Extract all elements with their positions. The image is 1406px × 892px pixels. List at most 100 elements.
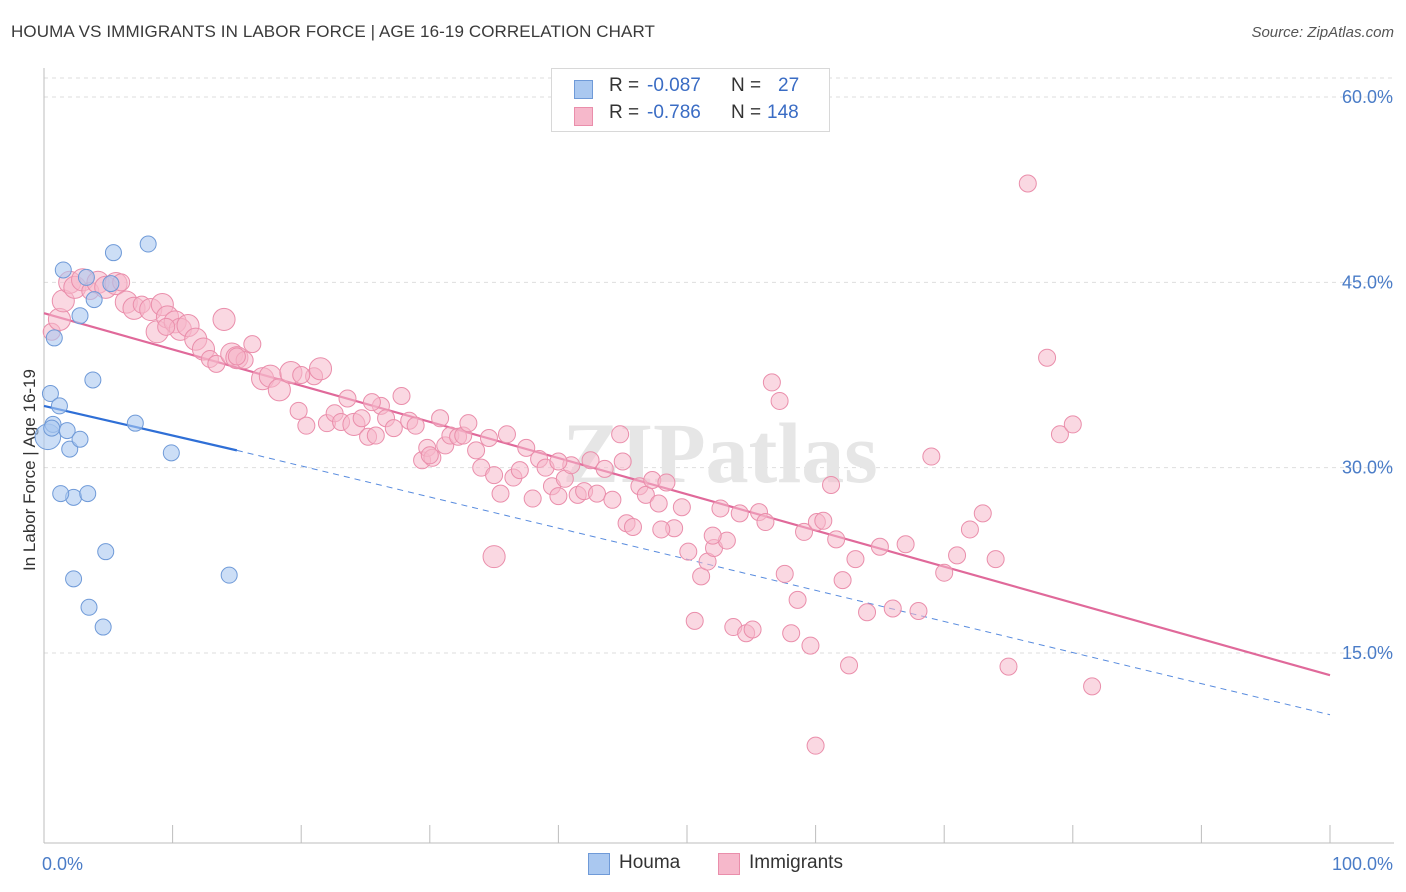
point-immigrants bbox=[775, 564, 794, 583]
point-immigrants bbox=[482, 545, 506, 569]
point-immigrants bbox=[420, 446, 439, 465]
point-houma bbox=[80, 598, 98, 616]
stats-row-houma: R = -0.087 N = 27 bbox=[552, 75, 829, 103]
point-immigrants bbox=[289, 401, 308, 420]
point-immigrants bbox=[1083, 677, 1102, 696]
legend-swatch-houma bbox=[588, 853, 610, 875]
point-immigrants bbox=[801, 636, 820, 655]
y-tick-label: 15.0% bbox=[1342, 643, 1393, 663]
point-immigrants bbox=[652, 520, 671, 539]
point-immigrants bbox=[485, 466, 504, 485]
x-tick-label: 100.0% bbox=[1332, 854, 1393, 874]
point-houma bbox=[79, 485, 97, 503]
point-houma bbox=[85, 291, 103, 309]
point-houma bbox=[71, 430, 89, 448]
houma-swatch bbox=[574, 80, 593, 99]
y-tick-label: 60.0% bbox=[1342, 87, 1393, 107]
point-immigrants bbox=[292, 366, 311, 384]
point-immigrants bbox=[587, 484, 606, 503]
point-houma bbox=[50, 397, 68, 415]
immigrants-n-label: N = bbox=[731, 102, 762, 123]
x-tick-label: 0.0% bbox=[42, 854, 83, 874]
chart-source: Source: ZipAtlas.com bbox=[1251, 24, 1394, 41]
point-houma bbox=[71, 307, 89, 325]
data-points bbox=[34, 174, 1102, 755]
point-immigrants bbox=[999, 657, 1018, 676]
point-immigrants bbox=[814, 511, 833, 530]
point-immigrants bbox=[730, 504, 749, 523]
point-immigrants bbox=[549, 452, 568, 471]
point-immigrants bbox=[212, 307, 236, 331]
point-houma bbox=[102, 275, 120, 293]
point-immigrants bbox=[679, 542, 698, 561]
point-houma bbox=[97, 543, 115, 561]
point-immigrants bbox=[523, 489, 542, 508]
point-houma bbox=[162, 444, 180, 462]
point-immigrants bbox=[822, 475, 841, 494]
legend-label-houma: Houma bbox=[619, 852, 681, 873]
point-houma bbox=[77, 268, 95, 286]
point-immigrants bbox=[858, 603, 877, 622]
houma-n-value: 27 bbox=[778, 75, 800, 96]
point-immigrants bbox=[896, 535, 915, 554]
point-houma bbox=[54, 261, 72, 279]
point-immigrants bbox=[636, 485, 655, 504]
point-houma bbox=[65, 570, 83, 588]
point-immigrants bbox=[762, 373, 781, 392]
point-immigrants bbox=[685, 611, 704, 630]
point-immigrants bbox=[510, 461, 529, 480]
point-immigrants bbox=[870, 537, 889, 556]
point-immigrants bbox=[479, 429, 498, 448]
point-immigrants bbox=[692, 567, 711, 586]
point-immigrants bbox=[613, 452, 632, 471]
stats-row-immigrants: R = -0.786 N = 148 bbox=[552, 102, 829, 130]
point-houma bbox=[45, 329, 63, 347]
point-immigrants bbox=[827, 530, 846, 549]
point-immigrants bbox=[711, 499, 730, 518]
stats-box: R = -0.087 N = 27 R = -0.786 N = 148 bbox=[551, 68, 830, 132]
point-immigrants bbox=[581, 451, 600, 470]
point-immigrants bbox=[840, 656, 859, 675]
point-immigrants bbox=[770, 391, 789, 410]
immigrants-r-value: -0.786 bbox=[647, 102, 701, 123]
point-immigrants bbox=[207, 354, 226, 373]
immigrants-n-value: 148 bbox=[767, 102, 799, 123]
point-houma bbox=[41, 385, 59, 403]
point-immigrants bbox=[623, 517, 642, 536]
legend-swatch-immigrants bbox=[718, 853, 740, 875]
point-immigrants bbox=[782, 624, 801, 643]
point-immigrants bbox=[308, 357, 333, 381]
point-immigrants bbox=[362, 393, 381, 412]
point-houma bbox=[220, 566, 238, 584]
chart-title: HOUMA VS IMMIGRANTS IN LABOR FORCE | AGE… bbox=[11, 22, 656, 41]
houma-r-value: -0.087 bbox=[647, 75, 701, 96]
point-immigrants bbox=[1050, 425, 1069, 444]
point-immigrants bbox=[297, 416, 316, 435]
point-immigrants bbox=[703, 526, 722, 545]
point-immigrants bbox=[603, 490, 622, 509]
point-immigrants bbox=[922, 447, 941, 466]
point-immigrants bbox=[431, 409, 450, 428]
y-tick-label: 30.0% bbox=[1342, 458, 1393, 478]
point-immigrants bbox=[795, 522, 814, 541]
point-immigrants bbox=[1018, 174, 1037, 193]
houma-n-label: N = bbox=[731, 75, 762, 96]
point-immigrants bbox=[227, 347, 246, 366]
axes bbox=[43, 68, 1394, 844]
point-immigrants bbox=[960, 520, 979, 539]
houma-r-label: R = bbox=[609, 75, 640, 96]
point-immigrants bbox=[497, 425, 516, 444]
point-immigrants bbox=[459, 414, 478, 433]
point-immigrants bbox=[935, 563, 954, 582]
point-immigrants bbox=[1063, 415, 1082, 434]
immigrants-r-label: R = bbox=[609, 102, 640, 123]
y-tick-label: 45.0% bbox=[1342, 272, 1393, 292]
point-immigrants bbox=[243, 335, 262, 354]
point-immigrants bbox=[491, 484, 510, 503]
point-immigrants bbox=[611, 425, 630, 444]
point-immigrants bbox=[806, 736, 825, 755]
immigrants-swatch bbox=[574, 107, 593, 126]
point-immigrants bbox=[833, 571, 852, 590]
point-immigrants bbox=[517, 438, 536, 457]
